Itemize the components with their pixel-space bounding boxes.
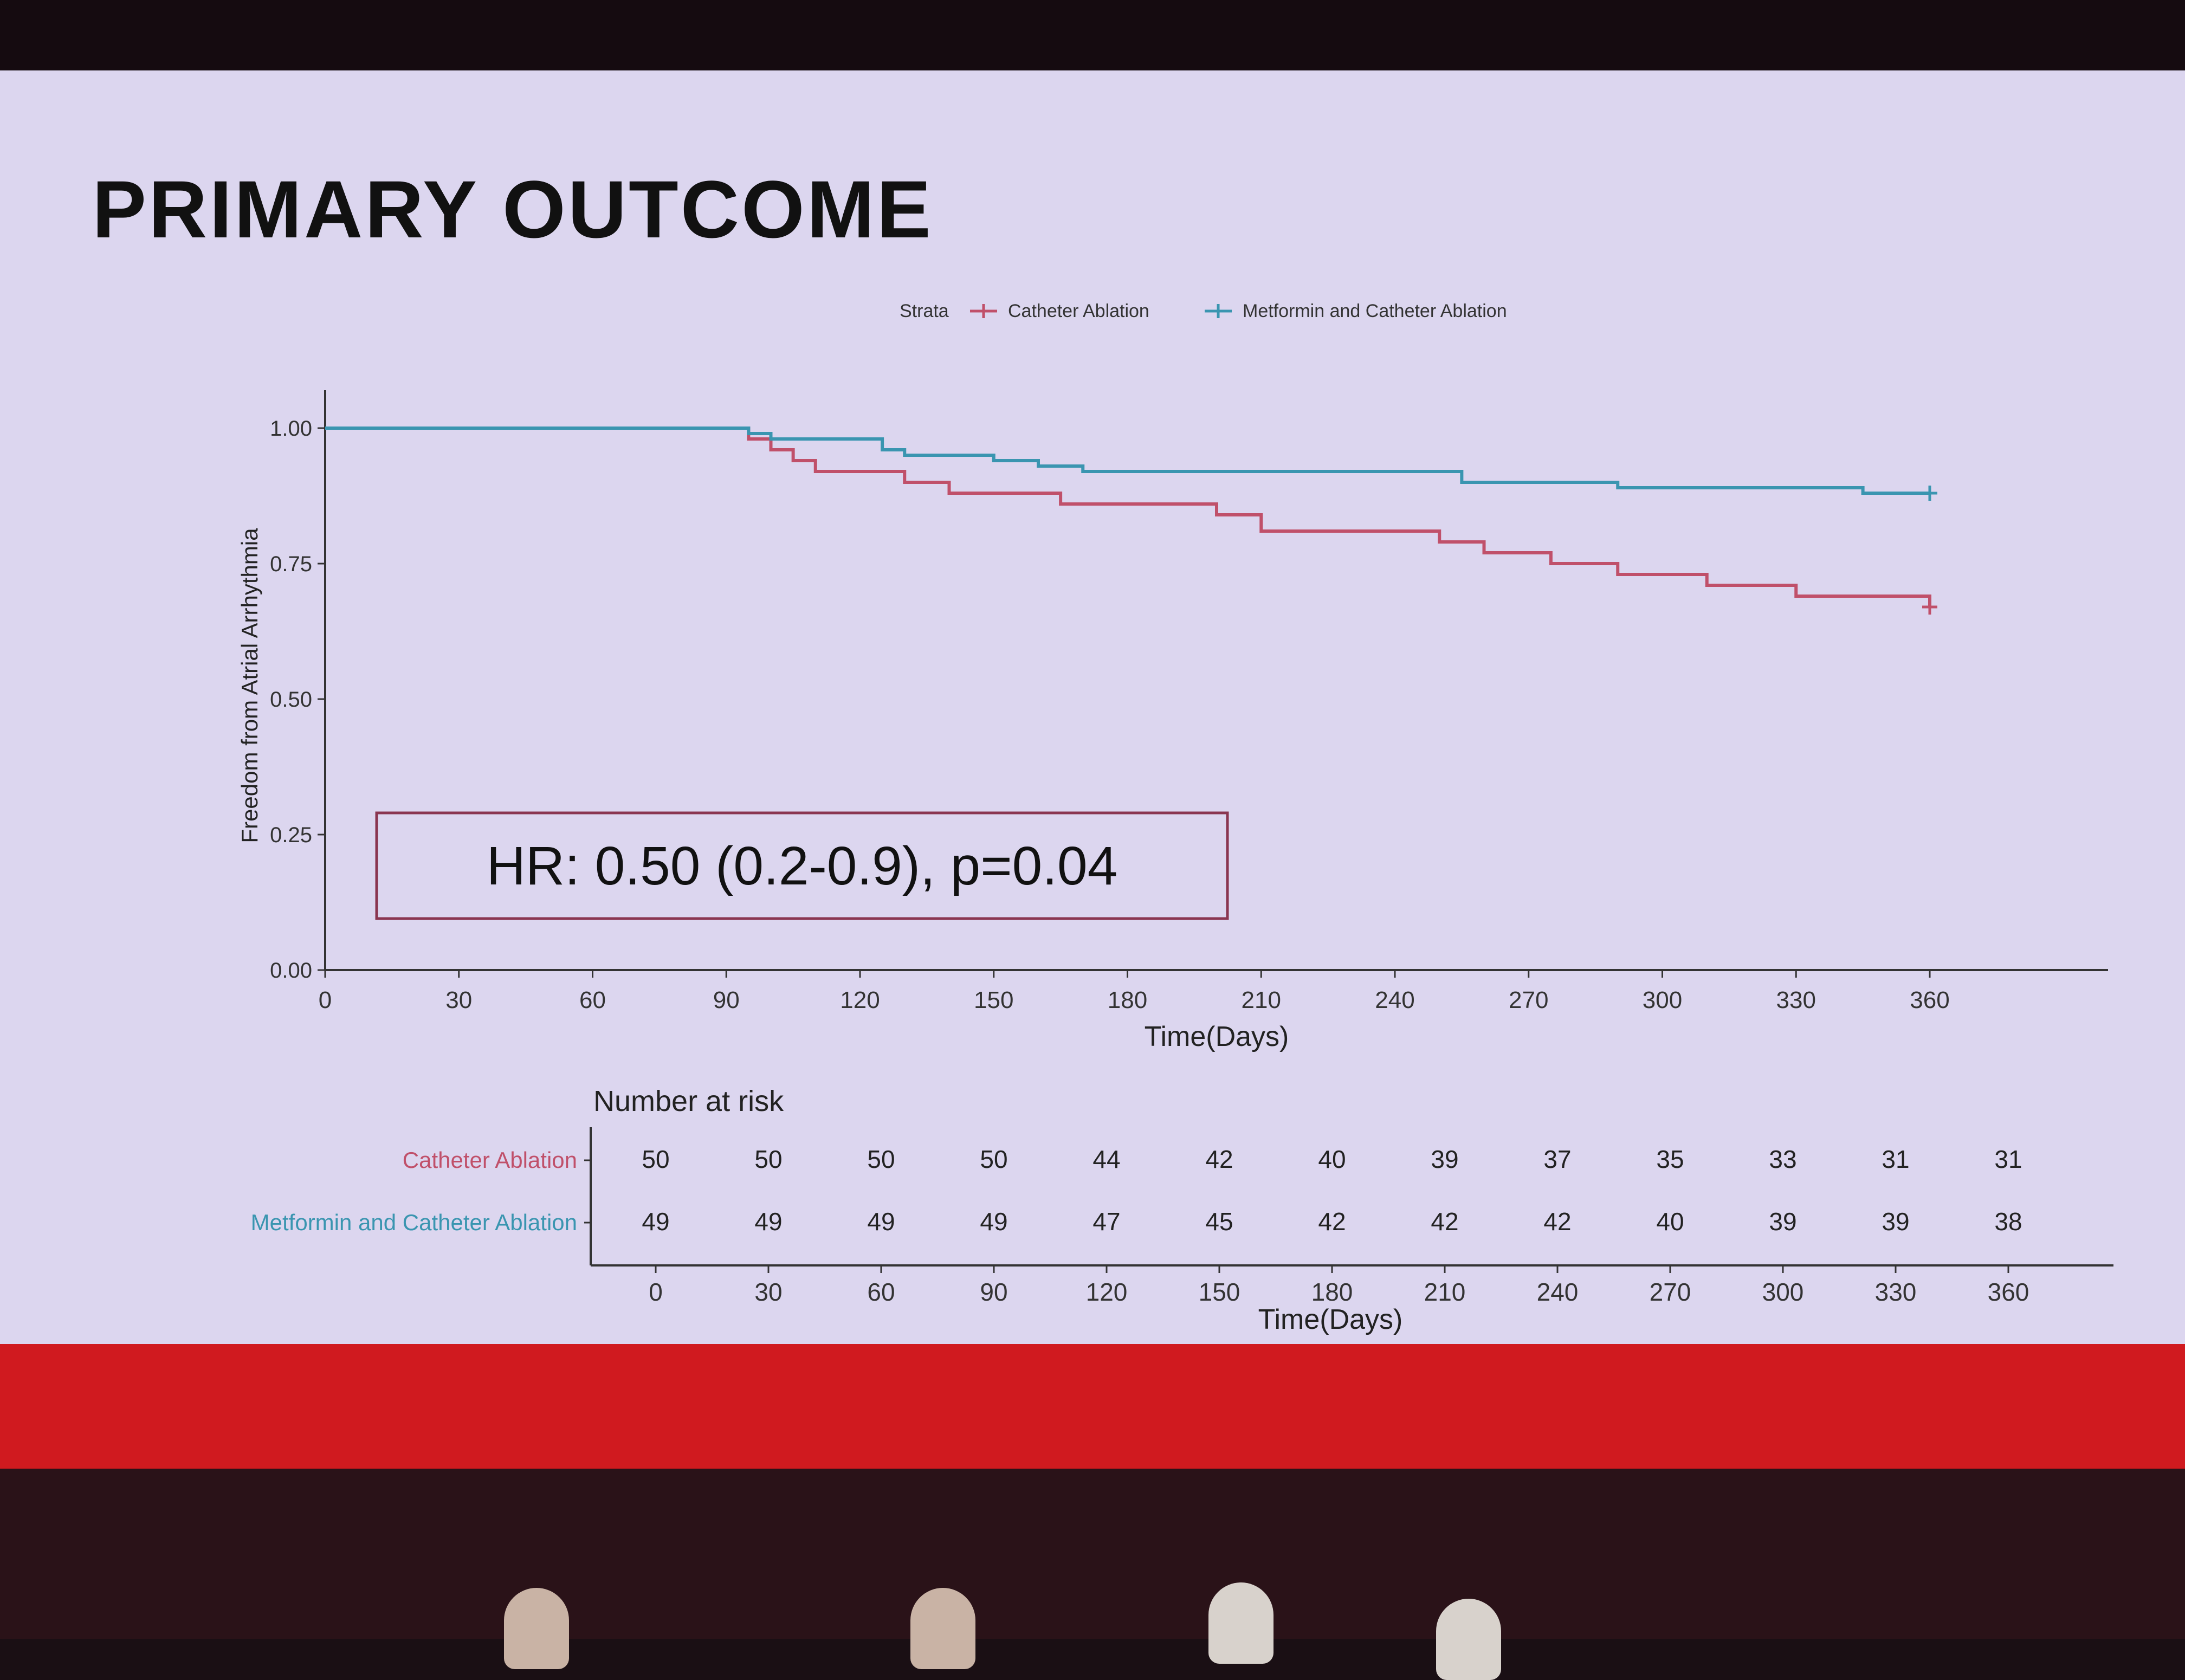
risk-x-tick-label: 270 <box>1650 1278 1691 1306</box>
risk-cell: 42 <box>1431 1207 1458 1236</box>
risk-cell: 31 <box>1882 1145 1909 1173</box>
x-tick-label: 270 <box>1509 987 1548 1013</box>
risk-cell: 50 <box>642 1145 669 1173</box>
risk-cell: 40 <box>1318 1145 1346 1173</box>
x-tick-label: 90 <box>713 987 740 1013</box>
risk-cell: 47 <box>1092 1207 1120 1236</box>
legend-title: Strata <box>900 301 949 321</box>
annotation-text: HR: 0.50 (0.2-0.9), p=0.04 <box>487 836 1118 896</box>
risk-cell: 38 <box>1994 1207 2022 1236</box>
risk-cell: 35 <box>1656 1145 1684 1173</box>
legend-label: Catheter Ablation <box>1008 301 1149 321</box>
legend: Strata Catheter Ablation Metformin and Cat… <box>900 301 1507 321</box>
x-tick-label: 150 <box>974 987 1013 1013</box>
slide-title: PRIMARY OUTCOME <box>92 164 933 255</box>
risk-x-tick-label: 300 <box>1762 1278 1804 1306</box>
risk-x-tick-label: 360 <box>1988 1278 2029 1306</box>
risk-x-tick-label: 240 <box>1537 1278 1579 1306</box>
y-tick-label: 0.75 <box>270 552 312 576</box>
risk-x-tick-label: 180 <box>1311 1278 1353 1306</box>
risk-cell: 50 <box>867 1145 895 1173</box>
risk-x-tick-label: 0 <box>649 1278 663 1306</box>
x-tick-label: 300 <box>1643 987 1682 1013</box>
risk-table-title: Number at risk <box>593 1085 784 1117</box>
risk-cell: 45 <box>1205 1207 1233 1236</box>
risk-cell: 49 <box>754 1207 782 1236</box>
risk-cell: 49 <box>867 1207 895 1236</box>
risk-x-tick-label: 30 <box>754 1278 782 1306</box>
slide-footer-band <box>0 1344 2185 1469</box>
annotation-box <box>375 811 1229 920</box>
legend-label: Metformin and Catheter Ablation <box>1243 301 1507 321</box>
risk-x-tick-label: 60 <box>867 1278 895 1306</box>
risk-x-tick-label: 90 <box>980 1278 1007 1306</box>
risk-cell: 44 <box>1092 1145 1120 1173</box>
risk-cell: 49 <box>980 1207 1007 1236</box>
x-tick-label: 330 <box>1776 987 1816 1013</box>
km-chart: Strata Catheter Ablation Metformin and Cat… <box>237 301 2113 1335</box>
risk-cell: 42 <box>1205 1145 1233 1173</box>
x-axis-title: Time(Days) <box>1145 1021 1289 1052</box>
risk-cell: 31 <box>1994 1145 2022 1173</box>
risk-cell: 42 <box>1543 1207 1571 1236</box>
risk-cell: 33 <box>1769 1145 1796 1173</box>
y-tick-label: 0.00 <box>270 959 312 983</box>
x-tick-label: 240 <box>1375 987 1414 1013</box>
risk-cell: 37 <box>1543 1145 1571 1173</box>
x-tick-label: 180 <box>1108 987 1147 1013</box>
risk-row-label: Metformin and Catheter Ablation <box>251 1210 577 1235</box>
risk-cell: 39 <box>1769 1207 1796 1236</box>
chart-series <box>325 427 1937 615</box>
risk-x-tick-label: 330 <box>1875 1278 1917 1306</box>
y-axis-title: Freedom from Atrial Arrhythmia <box>237 528 262 843</box>
risk-x-axis-title: Time(Days) <box>1258 1304 1403 1335</box>
risk-cell: 40 <box>1656 1207 1684 1236</box>
risk-row-label: Catheter Ablation <box>403 1147 577 1173</box>
y-tick-label: 1.00 <box>270 417 312 441</box>
y-tick-label: 0.25 <box>270 823 312 847</box>
risk-cell: 49 <box>642 1207 669 1236</box>
risk-x-tick-label: 150 <box>1199 1278 1240 1306</box>
chart-axes: 0 30 60 90 120 150 180 210 240 270 300 330 360 0.00 0.… <box>237 390 2108 1052</box>
x-tick-label: 120 <box>840 987 880 1013</box>
x-tick-label: 360 <box>1910 987 1949 1013</box>
km-series-line <box>325 427 1931 607</box>
km-series-line <box>325 427 1930 495</box>
slide <box>0 70 2185 1355</box>
x-tick-label: 30 <box>445 987 472 1013</box>
risk-cell: 39 <box>1431 1145 1458 1173</box>
y-tick-label: 0.50 <box>270 688 312 712</box>
risk-cell: 50 <box>754 1145 782 1173</box>
x-tick-label: 0 <box>319 987 332 1013</box>
risk-cell: 50 <box>980 1145 1007 1173</box>
risk-cell: 42 <box>1318 1207 1346 1236</box>
hr-annotation: HR: 0.50 (0.2-0.9), p=0.04 <box>375 811 1229 920</box>
risk-x-tick-label: 120 <box>1086 1278 1128 1306</box>
risk-cell: 39 <box>1882 1207 1909 1236</box>
risk-x-tick-label: 210 <box>1424 1278 1466 1306</box>
x-tick-label: 210 <box>1242 987 1281 1013</box>
risk-table: Number at risk Catheter Ablation 50 50 50 50 4… <box>251 1085 2113 1335</box>
x-tick-label: 60 <box>579 987 606 1013</box>
